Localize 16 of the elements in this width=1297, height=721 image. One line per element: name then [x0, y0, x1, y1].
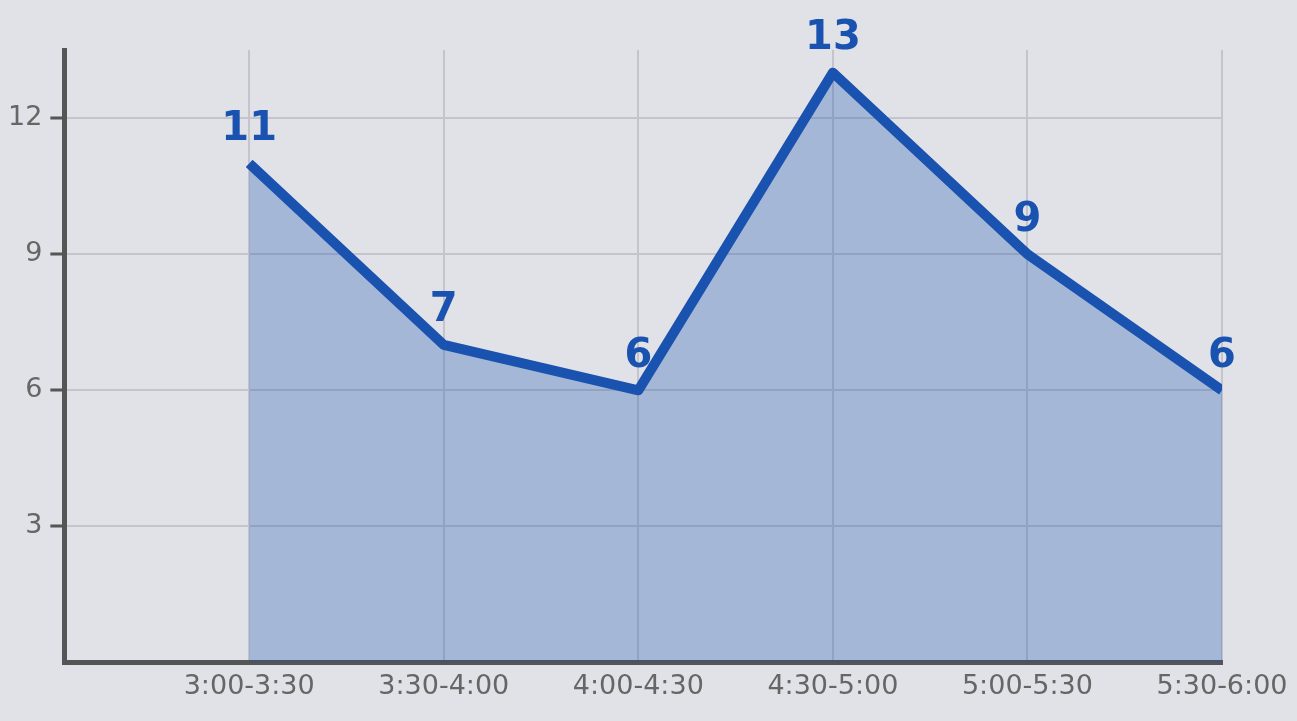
data-label: 9	[1013, 193, 1042, 240]
data-label: 6	[624, 329, 653, 376]
x-tick-label: 4:30-5:00	[767, 668, 899, 700]
x-tick-label: 3:00-3:30	[183, 668, 315, 700]
data-label: 11	[221, 102, 278, 149]
x-tick-label: 5:00-5:30	[961, 668, 1093, 700]
data-label: 6	[1208, 329, 1236, 376]
x-tick-label: 5:30-6:00	[1156, 668, 1288, 700]
x-tick-label: 4:00-4:30	[572, 668, 704, 700]
y-tick-label: 12	[8, 100, 43, 132]
data-label: 7	[429, 284, 458, 331]
y-tick-label: 6	[25, 372, 43, 404]
y-tick-label: 9	[25, 236, 43, 268]
data-label: 13	[805, 12, 861, 59]
x-tick-label: 3:30-4:00	[378, 668, 510, 700]
y-tick-label: 3	[25, 508, 43, 540]
